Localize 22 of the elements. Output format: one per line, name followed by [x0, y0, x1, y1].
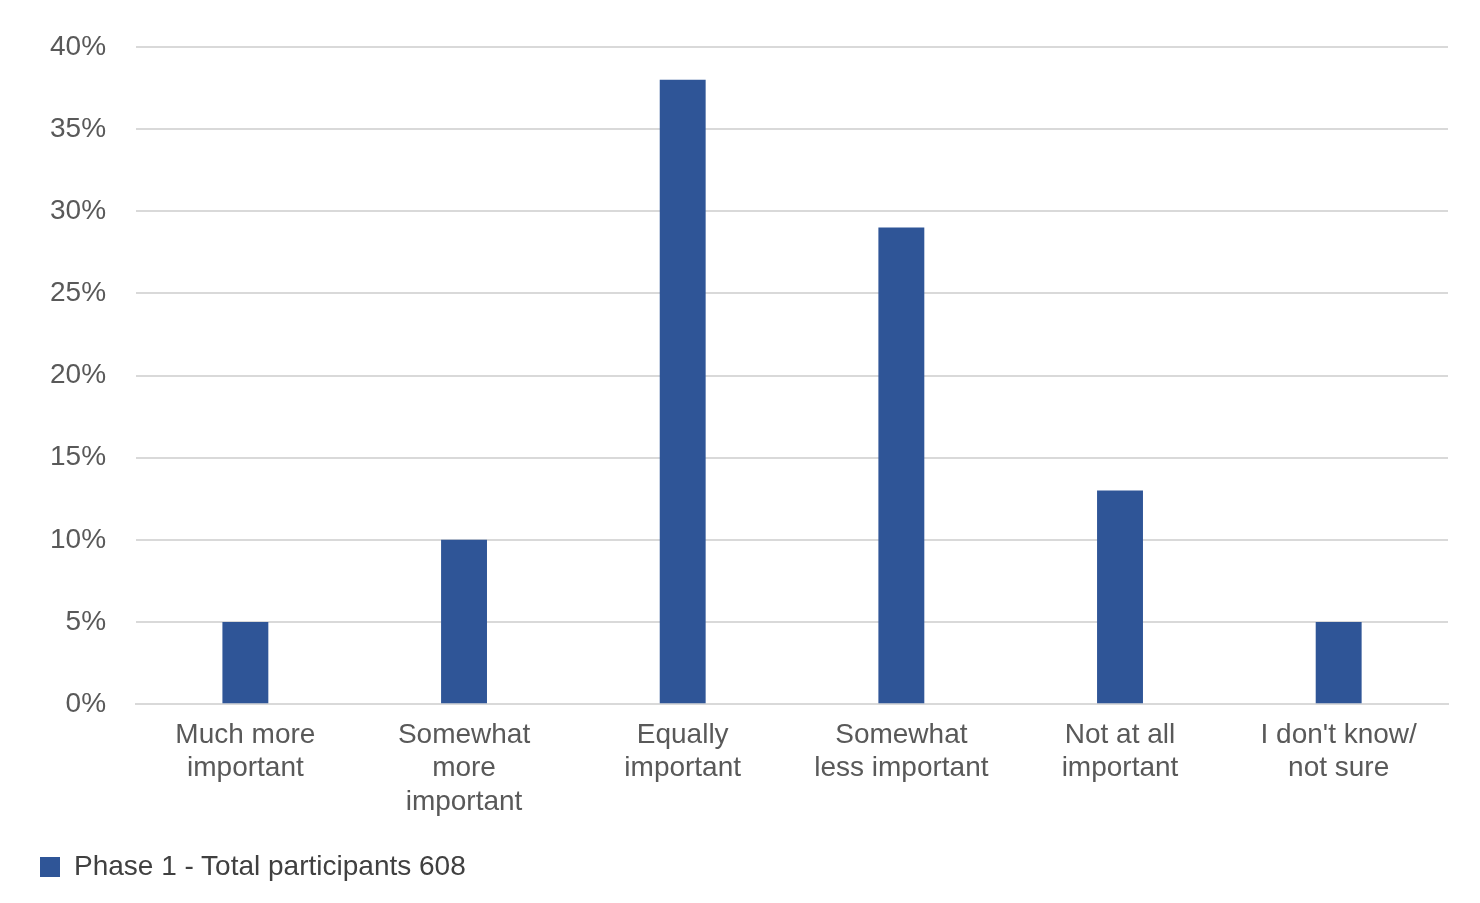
y-tick-label: 25%: [49, 276, 107, 308]
bar: [441, 539, 487, 704]
bar: [222, 622, 269, 704]
x-tick-label: I don't know/ not sure: [1260, 717, 1418, 783]
y-tick-label: 0%: [65, 686, 107, 718]
x-tick-label: Equally important: [624, 717, 742, 783]
x-tick-label: Much more important: [175, 717, 316, 783]
y-tick-label: 10%: [49, 522, 107, 554]
y-tick-label: 30%: [49, 193, 107, 225]
bar: [1097, 490, 1143, 704]
y-tick-label: 35%: [49, 111, 107, 143]
x-tick-label: Not at all important: [1061, 717, 1179, 783]
bar: [878, 227, 925, 704]
y-tick-label: 15%: [49, 440, 107, 472]
x-tick-label: Somewhat more important: [397, 717, 531, 816]
y-tick-label: 5%: [65, 604, 107, 636]
x-tick-label: Somewhat less important: [814, 717, 989, 783]
legend-label: Phase 1 - Total participants 608: [74, 849, 466, 881]
bar: [1315, 622, 1362, 704]
bar: [659, 79, 706, 704]
y-tick-label: 20%: [49, 358, 107, 390]
y-tick-label: 40%: [49, 29, 107, 61]
